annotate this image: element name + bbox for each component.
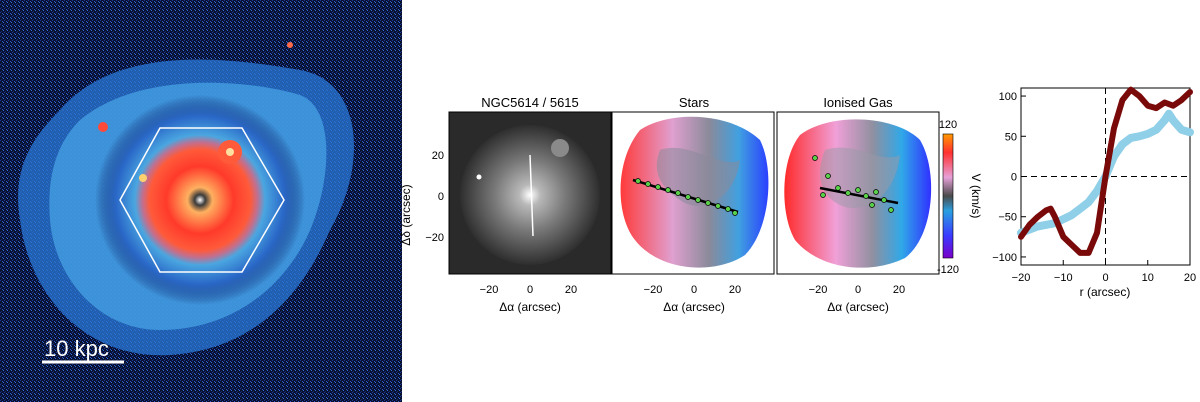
slit-line bbox=[529, 154, 534, 237]
x-tick-label: 0 bbox=[855, 284, 861, 296]
colorbar-min-label: -120 bbox=[937, 264, 959, 276]
x-tick-label: 20 bbox=[893, 284, 905, 296]
panel-title-image: NGC5614 / 5615 bbox=[481, 95, 579, 110]
x-tick-label: −20 bbox=[809, 284, 828, 296]
panel-title-stars: Stars bbox=[679, 95, 710, 110]
x-tick-label: 10 bbox=[1142, 272, 1154, 284]
x-tick-label: 20 bbox=[565, 284, 577, 296]
greyscale-companion bbox=[551, 139, 569, 157]
stars-markers bbox=[635, 178, 738, 216]
y-tick-label: 20 bbox=[432, 150, 444, 162]
map-y-ticks: 20 0 −20 bbox=[425, 150, 444, 244]
map-xlabel-b: Δα (arcsec) bbox=[663, 300, 725, 314]
galaxy-image-panel: 10 kpc bbox=[0, 0, 402, 402]
y-tick-label: −50 bbox=[998, 212, 1017, 224]
greyscale-galaxy bbox=[460, 125, 600, 265]
x-tick-label: 0 bbox=[1102, 272, 1108, 284]
greyscale-star bbox=[476, 174, 482, 180]
scale-bar-label: 10 kpc bbox=[44, 336, 109, 361]
x-tick-label: −20 bbox=[644, 284, 663, 296]
map-xlabel-a: Δα (arcsec) bbox=[499, 300, 561, 314]
y-tick-label: 100 bbox=[999, 91, 1017, 103]
map-x-ticks-a: −20 0 20 bbox=[480, 284, 577, 296]
panel-c-border bbox=[776, 111, 940, 275]
x-tick-label: −20 bbox=[1012, 272, 1031, 284]
panel-a-border bbox=[448, 111, 612, 275]
map-xlabel-c: Δα (arcsec) bbox=[827, 300, 889, 314]
y-tick-label: −100 bbox=[992, 252, 1017, 264]
map-ylabel: Δδ (arcsec) bbox=[399, 184, 413, 245]
colorbar-label: V (km/s) bbox=[969, 174, 983, 219]
maps-group: NGC5614 / 5615 Stars Ionised Gas bbox=[399, 95, 983, 314]
x-tick-label: 20 bbox=[1184, 272, 1196, 284]
galaxy-core bbox=[95, 95, 305, 305]
source-dot bbox=[98, 122, 108, 132]
chart-xlabel: r (arcsec) bbox=[1080, 285, 1131, 299]
x-tick-label: −20 bbox=[480, 284, 499, 296]
colorbar-max-label: 120 bbox=[939, 119, 957, 131]
y-tick-label: 0 bbox=[438, 191, 444, 203]
x-tick-label: 0 bbox=[691, 284, 697, 296]
companion-core bbox=[226, 148, 234, 156]
source-dot bbox=[287, 42, 293, 48]
panel-b-border bbox=[611, 111, 775, 275]
panel-title-gas: Ionised Gas bbox=[823, 95, 893, 110]
chart-series bbox=[1017, 86, 1194, 256]
x-tick-label: 20 bbox=[729, 284, 741, 296]
colorbar bbox=[942, 133, 954, 259]
map-x-ticks-c: −20 0 20 bbox=[809, 284, 905, 296]
y-tick-label: 50 bbox=[1005, 131, 1017, 143]
series-line-light-blue bbox=[1017, 109, 1194, 237]
series-line-dark-red bbox=[1018, 86, 1193, 256]
y-tick-label: 0 bbox=[1011, 172, 1017, 184]
y-tick-label: −20 bbox=[425, 232, 444, 244]
source-dot bbox=[139, 174, 147, 182]
hexagon-footprint bbox=[119, 127, 285, 273]
x-tick-label: 0 bbox=[527, 284, 533, 296]
x-tick-label: −10 bbox=[1054, 272, 1073, 284]
gas-markers bbox=[812, 155, 894, 213]
map-x-ticks-b: −20 0 20 bbox=[644, 284, 741, 296]
